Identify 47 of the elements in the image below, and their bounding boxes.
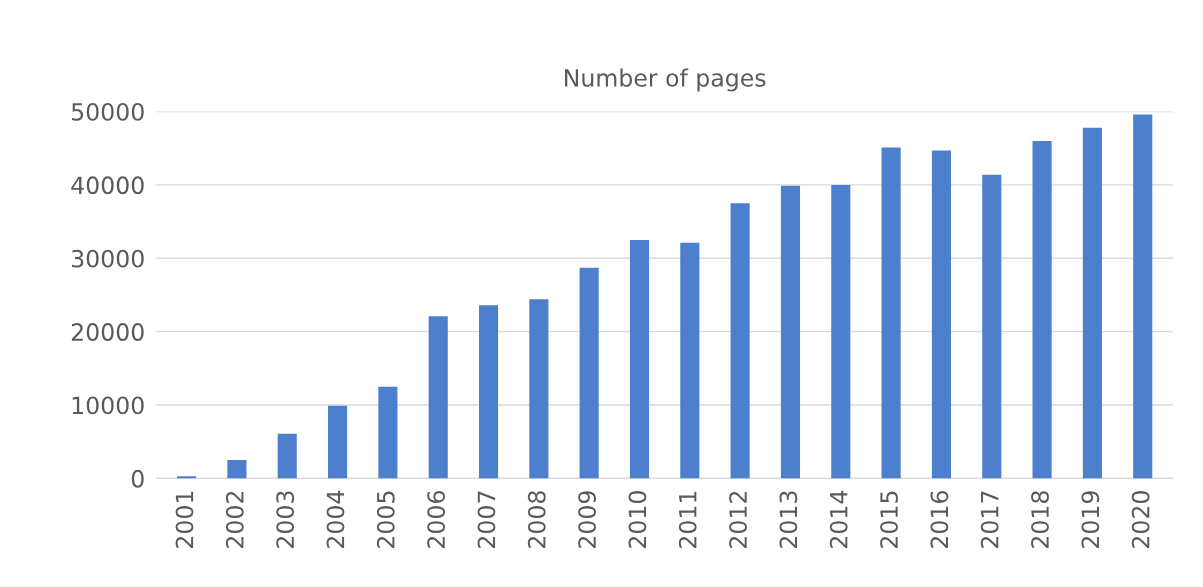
y-tick-label: 20000 <box>71 323 144 341</box>
bar <box>327 405 348 479</box>
bar <box>831 184 851 479</box>
x-tick-label: 2014 <box>829 490 848 548</box>
bar <box>680 242 700 479</box>
x-tick-label: 2011 <box>678 491 697 548</box>
y-tick-label: 30000 <box>71 249 144 268</box>
y-tick-label: 10000 <box>72 396 144 415</box>
bar <box>177 476 197 479</box>
bar <box>478 305 499 479</box>
bar <box>931 150 951 479</box>
y-tick-label: 40000 <box>71 176 144 195</box>
bar <box>277 433 297 479</box>
x-tick-label: 2018 <box>1031 491 1049 548</box>
bar <box>730 203 750 479</box>
bar <box>629 239 650 479</box>
x-tick-label: 2017 <box>980 491 999 548</box>
x-tick-label: 2019 <box>1081 491 1100 548</box>
y-tick-label: 50000 <box>71 102 144 121</box>
x-tick-label: 2010 <box>628 491 647 548</box>
x-tick-label: 2016 <box>930 491 949 548</box>
bar <box>1082 127 1102 479</box>
x-tick-label: 2009 <box>578 491 597 548</box>
x-tick-label: 2007 <box>477 491 496 548</box>
x-tick-label: 2020 <box>1131 491 1150 548</box>
bar <box>529 299 549 479</box>
bar <box>579 267 599 479</box>
x-tick-label: 2001 <box>175 491 194 548</box>
bar <box>428 316 448 479</box>
x-tick-label: 2015 <box>880 491 898 548</box>
bar <box>982 174 1002 479</box>
x-tick-label: 2012 <box>729 491 747 548</box>
x-tick-label: 2013 <box>779 491 798 548</box>
x-tick-label: 2002 <box>225 491 244 548</box>
bar <box>881 147 901 479</box>
chart-title: Number of pages <box>565 68 766 92</box>
bar <box>1032 140 1052 479</box>
x-tick-label: 2008 <box>527 491 546 548</box>
x-tick-label: 2005 <box>376 491 395 548</box>
x-tick-label: 2006 <box>427 491 446 548</box>
x-tick-label: 2003 <box>276 491 295 548</box>
bar <box>227 460 247 479</box>
bar <box>1133 114 1153 479</box>
x-tick-label: 2004 <box>326 490 345 548</box>
bar <box>780 185 801 479</box>
bar <box>378 386 398 479</box>
y-tick-label: 0 <box>131 469 144 488</box>
